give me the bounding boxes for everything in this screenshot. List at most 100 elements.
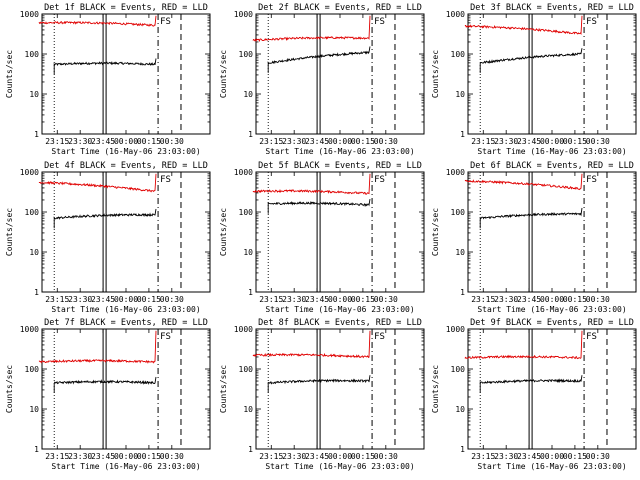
y-tick-label: 100 <box>239 50 254 59</box>
y-tick-label: 100 <box>25 208 40 217</box>
series-line-lld <box>464 173 583 191</box>
x-tick-label: 23:45 <box>91 137 115 146</box>
x-tick-label: 00:30 <box>160 137 184 146</box>
chart-panel-5: Det 5f BLACK = Events, RED = LLD 1 10 100 10… <box>219 161 425 314</box>
y-tick-label: 10 <box>29 90 39 99</box>
x-tick-label: 23:30 <box>68 295 92 304</box>
y-tick-label: 1000 <box>20 325 39 334</box>
chart-title: Det 7f BLACK = Events, RED = LLD <box>44 318 208 328</box>
x-tick-label: 23:45 <box>305 452 329 461</box>
fs-marker: FS <box>586 332 597 342</box>
y-tick-label: 10 <box>29 248 39 257</box>
chart-title: Det 1f BLACK = Events, RED = LLD <box>44 3 208 13</box>
y-tick-label: 100 <box>451 365 466 374</box>
plot-frame <box>255 171 425 293</box>
x-axis-label: Start Time (16-May-06 23:03:00) <box>477 147 626 156</box>
fs-marker: FS <box>586 17 597 27</box>
y-tick-label: 1000 <box>446 325 465 334</box>
y-axis-label: Counts/sec <box>5 365 14 413</box>
fs-marker: FS <box>586 175 597 185</box>
x-tick-label: 23:15 <box>471 137 495 146</box>
x-tick-label: 23:30 <box>68 137 92 146</box>
chart-panel-6: Det 6f BLACK = Events, RED = LLD 1 10 100 10… <box>431 161 637 314</box>
y-tick-label: 100 <box>25 50 40 59</box>
x-tick-label: 23:30 <box>282 295 306 304</box>
y-tick-label: 100 <box>239 365 254 374</box>
y-axis-label: Counts/sec <box>431 365 440 413</box>
x-axis-label: Start Time (16-May-06 23:03:00) <box>265 147 414 156</box>
series-line-events <box>479 207 583 229</box>
x-tick-label: 00:30 <box>374 452 398 461</box>
y-tick-label: 1 <box>34 130 39 139</box>
x-tick-label: 00:00 <box>328 452 352 461</box>
plot-frame <box>467 171 637 293</box>
y-tick-label: 100 <box>451 50 466 59</box>
x-tick-label: 23:30 <box>68 452 92 461</box>
x-axis-label: Start Time (16-May-06 23:03:00) <box>265 305 414 314</box>
plot-frame <box>41 328 211 450</box>
fs-marker: FS <box>160 175 171 185</box>
series-line-events <box>53 376 157 393</box>
y-tick-label: 10 <box>243 248 253 257</box>
x-tick-label: 23:15 <box>45 137 69 146</box>
x-tick-label: 00:15 <box>351 452 375 461</box>
x-tick-label: 00:15 <box>563 452 587 461</box>
series-line-events <box>479 375 583 393</box>
y-tick-label: 1 <box>34 445 39 454</box>
plot-frame <box>255 328 425 450</box>
x-tick-label: 00:15 <box>563 137 587 146</box>
x-tick-label: 23:45 <box>91 452 115 461</box>
y-axis-label: Counts/sec <box>219 50 228 98</box>
x-tick-label: 23:45 <box>305 295 329 304</box>
x-tick-label: 00:00 <box>114 137 138 146</box>
plot-frame <box>41 13 211 135</box>
series-line-lld <box>252 173 371 195</box>
chart-panel-7: Det 7f BLACK = Events, RED = LLD 1 10 100 10… <box>5 318 211 471</box>
x-tick-label: 00:15 <box>137 137 161 146</box>
series-line-events <box>267 46 371 73</box>
x-tick-label: 23:15 <box>45 295 69 304</box>
x-tick-label: 00:30 <box>374 295 398 304</box>
series-line-events <box>479 48 583 73</box>
y-tick-label: 10 <box>455 248 465 257</box>
x-tick-label: 23:15 <box>259 452 283 461</box>
series-line-lld <box>38 330 157 364</box>
series-line-events <box>267 199 371 214</box>
series-line-events <box>267 375 371 393</box>
x-axis-label: Start Time (16-May-06 23:03:00) <box>477 305 626 314</box>
y-tick-label: 100 <box>239 208 254 217</box>
y-axis-label: Counts/sec <box>431 50 440 98</box>
x-tick-label: 23:15 <box>471 452 495 461</box>
y-tick-label: 100 <box>451 208 466 217</box>
series-line-lld <box>464 330 583 360</box>
x-tick-label: 00:00 <box>328 137 352 146</box>
x-tick-label: 00:30 <box>586 295 610 304</box>
y-tick-label: 1000 <box>234 168 253 177</box>
x-axis-label: Start Time (16-May-06 23:03:00) <box>51 147 200 156</box>
y-tick-label: 1 <box>460 288 465 297</box>
x-tick-label: 23:45 <box>517 137 541 146</box>
x-tick-label: 00:15 <box>137 295 161 304</box>
chart-panel-8: Det 8f BLACK = Events, RED = LLD 1 10 100 10… <box>219 318 425 471</box>
x-tick-label: 00:15 <box>137 452 161 461</box>
plot-frame <box>467 328 637 450</box>
x-tick-label: 23:15 <box>259 295 283 304</box>
chart-title: Det 6f BLACK = Events, RED = LLD <box>470 161 634 171</box>
chart-title: Det 5f BLACK = Events, RED = LLD <box>258 161 422 171</box>
y-tick-label: 10 <box>29 405 39 414</box>
x-axis-label: Start Time (16-May-06 23:03:00) <box>265 462 414 471</box>
x-tick-label: 23:15 <box>259 137 283 146</box>
y-tick-label: 1000 <box>446 10 465 19</box>
y-tick-label: 1 <box>248 288 253 297</box>
x-axis-label: Start Time (16-May-06 23:03:00) <box>51 462 200 471</box>
x-tick-label: 23:30 <box>282 452 306 461</box>
y-axis-label: Counts/sec <box>219 208 228 256</box>
x-axis-label: Start Time (16-May-06 23:03:00) <box>477 462 626 471</box>
x-tick-label: 00:30 <box>586 137 610 146</box>
y-tick-label: 100 <box>25 365 40 374</box>
x-tick-label: 00:30 <box>374 137 398 146</box>
x-tick-label: 00:00 <box>540 295 564 304</box>
y-tick-label: 1 <box>34 288 39 297</box>
y-tick-label: 10 <box>455 405 465 414</box>
plot-frame <box>41 171 211 293</box>
